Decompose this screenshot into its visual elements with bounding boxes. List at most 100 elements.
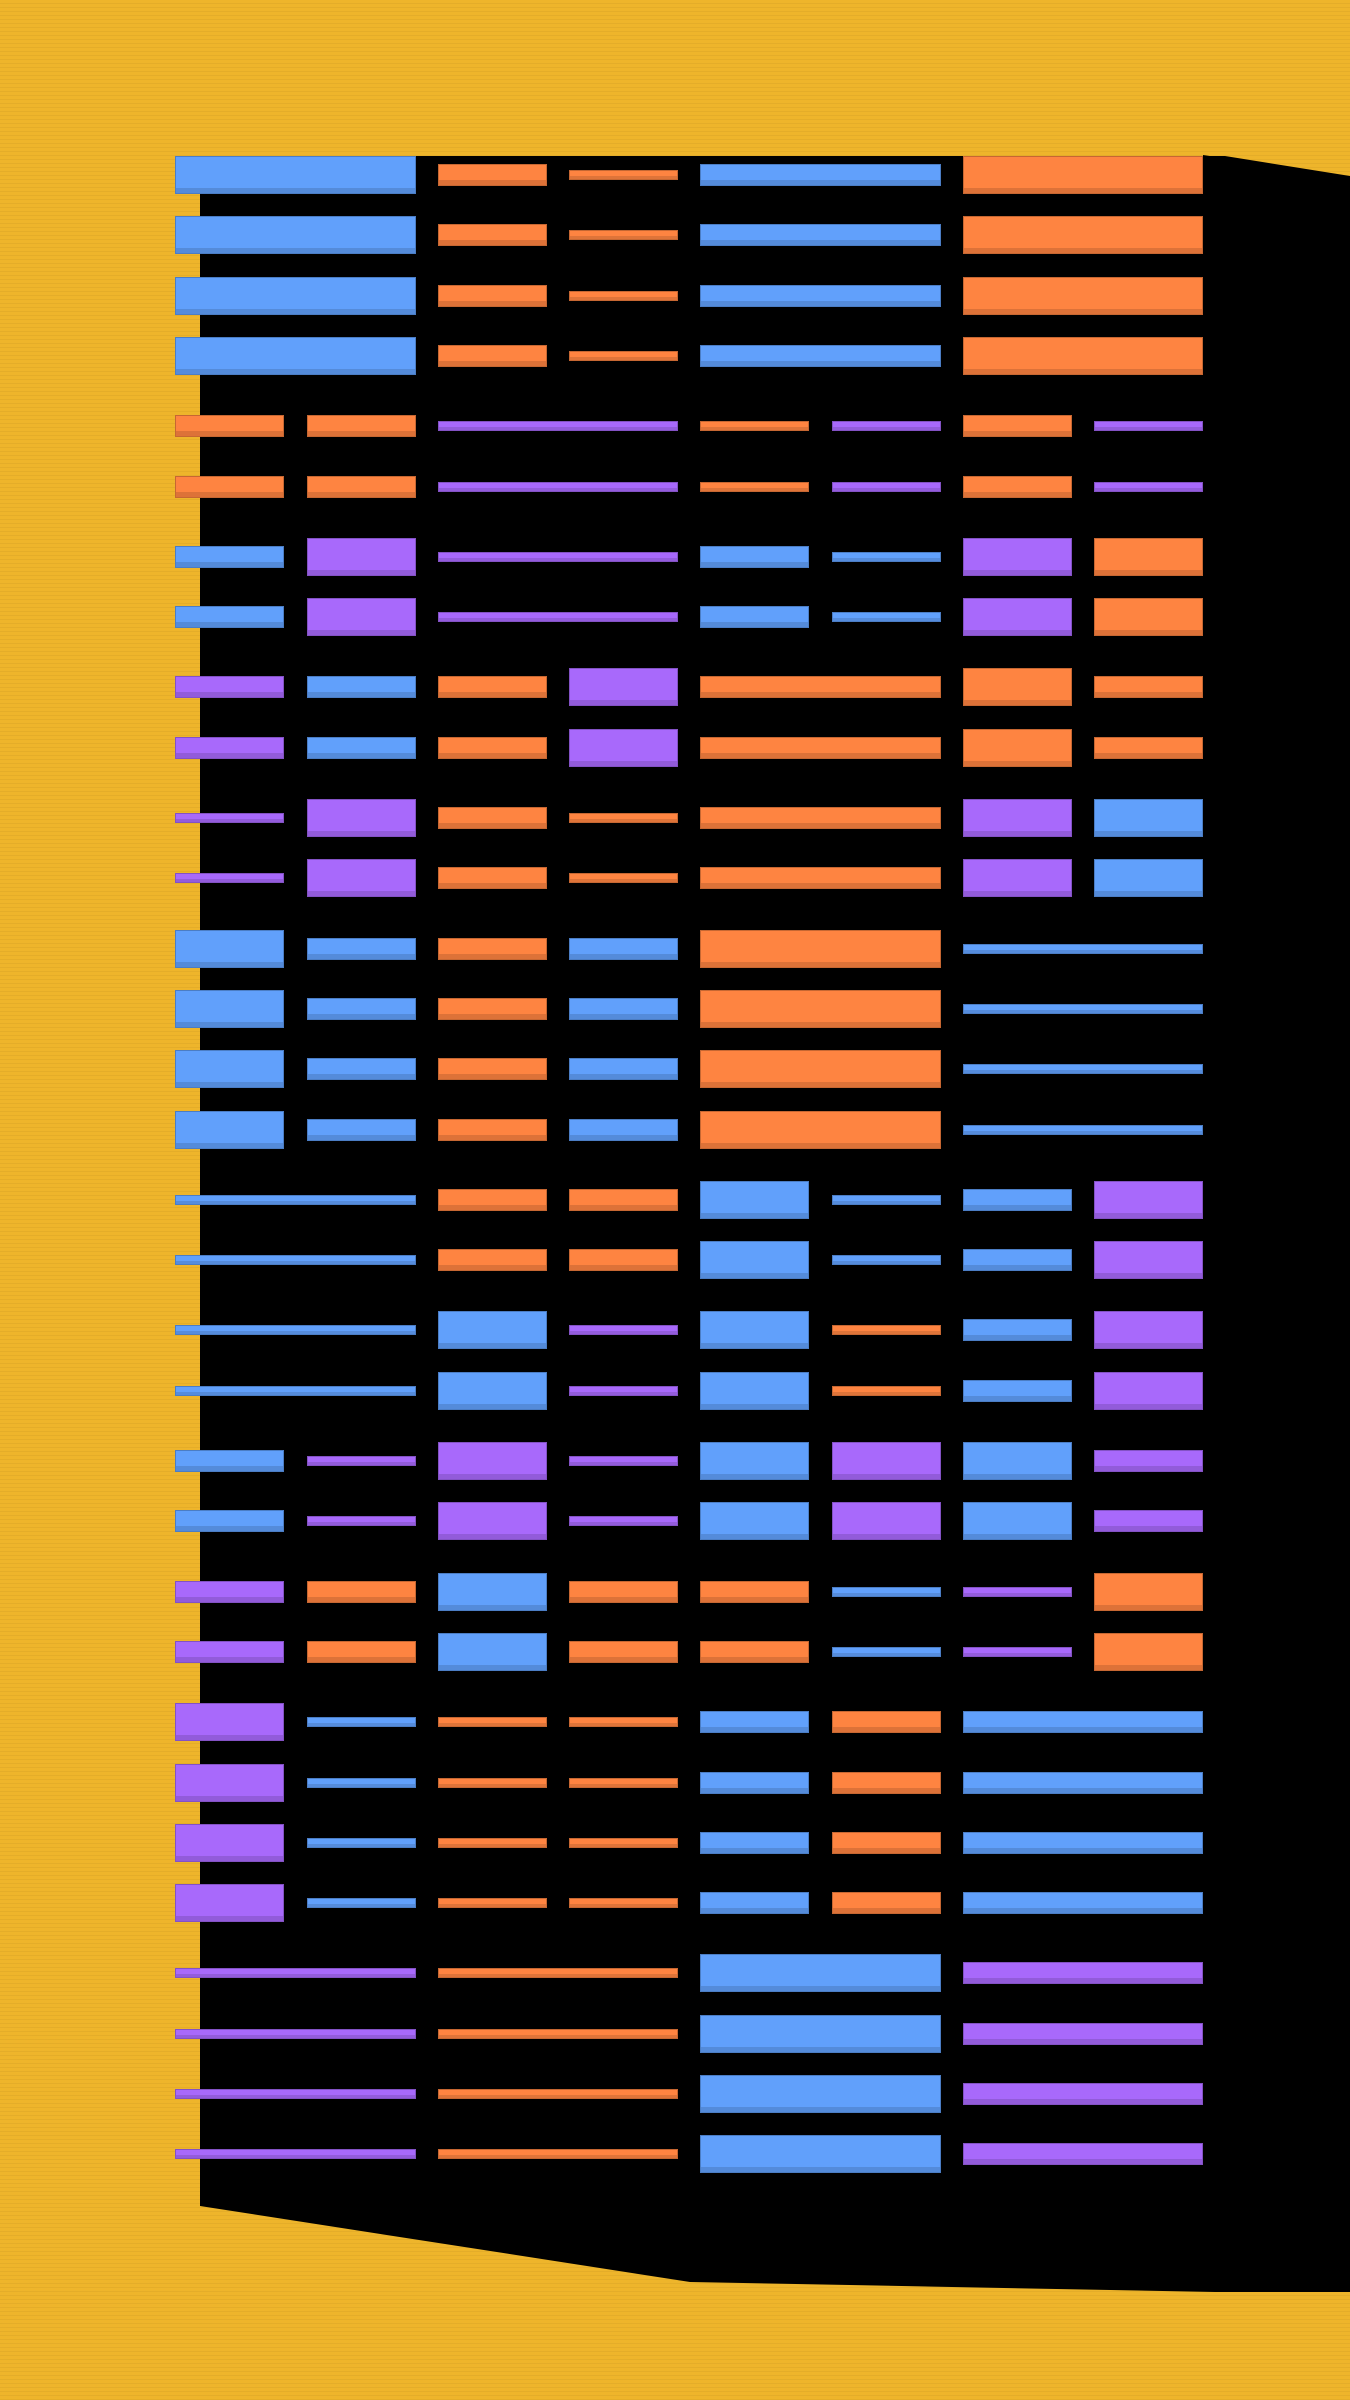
orange-bar-cell (569, 1249, 678, 1272)
orange-bar-cell (569, 1717, 678, 1728)
purple-bar-cell (1094, 1180, 1203, 1219)
orange-bar-cell (832, 1771, 941, 1794)
purple-bar-cell (569, 1325, 678, 1336)
blue-bar-cell (700, 545, 809, 568)
blue-bar-cell (700, 1311, 809, 1350)
blue-bar-cell (175, 216, 416, 255)
orange-bar-cell (438, 997, 547, 1020)
blue-bar-cell (175, 929, 284, 968)
orange-bar-cell (438, 1717, 547, 1728)
blue-bar-cell (175, 1450, 284, 1472)
blue-bar-cell (700, 1892, 809, 1915)
orange-bar-cell (438, 1898, 547, 1909)
blue-bar-cell (832, 551, 941, 562)
purple-bar-cell (438, 1502, 547, 1541)
purple-bar-cell (307, 859, 416, 898)
blue-bar-cell (438, 1572, 547, 1611)
blue-bar-cell (832, 1194, 941, 1205)
purple-bar-cell (307, 537, 416, 576)
purple-bar-cell (438, 1442, 547, 1480)
orange-bar-cell (1094, 598, 1203, 637)
blue-bar-cell (175, 1194, 416, 1205)
orange-bar-cell (307, 1580, 416, 1603)
blue-bar-cell (700, 224, 941, 247)
orange-bar-cell (963, 475, 1072, 498)
purple-bar-cell (175, 1968, 416, 1979)
orange-bar-cell (438, 344, 547, 367)
blue-bar-cell (307, 1837, 416, 1848)
orange-bar-cell (1094, 1632, 1203, 1671)
blue-bar-cell (700, 2014, 941, 2053)
orange-bar-cell (438, 1118, 547, 1141)
diagonal-shadow-streak (200, 1917, 560, 1984)
blue-bar-cell (175, 1510, 284, 1533)
orange-bar-cell (569, 1898, 678, 1909)
orange-bar-cell (700, 736, 941, 759)
purple-bar-cell (175, 2089, 416, 2099)
orange-bar-cell (832, 1892, 941, 1915)
right-shadow-spill (1203, 1702, 1350, 1958)
blue-bar-cell (963, 1711, 1203, 1734)
right-shadow-spill (1203, 536, 1350, 672)
right-shadow-spill (1203, 928, 1350, 1184)
purple-bar-cell (832, 481, 941, 492)
blue-bar-cell (963, 1319, 1072, 1342)
purple-bar-cell (175, 2149, 416, 2160)
blue-bar-cell (700, 344, 941, 367)
purple-bar-cell (175, 813, 284, 823)
orange-bar-cell (963, 336, 1203, 375)
blue-bar-cell (438, 1632, 547, 1671)
purple-bar-cell (175, 1640, 284, 1663)
right-shadow-spill (1203, 1310, 1350, 1445)
orange-bar-cell (438, 224, 547, 247)
orange-bar-cell (438, 867, 547, 890)
orange-bar-cell (175, 475, 284, 498)
orange-bar-cell (569, 1188, 678, 1211)
blue-bar-cell (963, 1003, 1203, 1014)
orange-bar-cell (700, 1580, 809, 1603)
purple-bar-cell (832, 1442, 941, 1480)
blue-bar-cell (832, 1255, 941, 1266)
purple-bar-cell (1094, 1450, 1203, 1472)
orange-bar-cell (569, 350, 678, 361)
blue-bar-cell (175, 606, 284, 629)
blue-bar-cell (307, 1058, 416, 1081)
orange-bar-cell (963, 668, 1072, 707)
orange-bar-cell (963, 156, 1203, 194)
purple-bar-cell (438, 551, 678, 562)
blue-bar-cell (175, 276, 416, 315)
orange-bar-cell (1094, 1572, 1203, 1611)
blue-bar-cell (963, 1831, 1203, 1854)
purple-bar-cell (832, 421, 941, 432)
blue-bar-cell (307, 937, 416, 960)
orange-bar-cell (569, 290, 678, 301)
orange-bar-cell (438, 2089, 678, 2099)
purple-bar-cell (963, 598, 1072, 637)
orange-bar-cell (1094, 676, 1203, 699)
blue-bar-cell (963, 1771, 1203, 1794)
orange-bar-cell (438, 1058, 547, 1081)
orange-bar-cell (569, 1640, 678, 1663)
right-shadow-spill (1203, 798, 1350, 933)
blue-bar-cell (700, 1831, 809, 1854)
orange-bar-cell (700, 929, 941, 968)
orange-bar-cell (438, 1968, 678, 1979)
orange-bar-cell (832, 1831, 941, 1854)
blue-bar-cell (700, 1442, 809, 1480)
purple-bar-cell (175, 1884, 284, 1923)
blue-bar-cell (175, 1050, 284, 1089)
orange-bar-cell (700, 676, 941, 699)
blue-bar-cell (1094, 799, 1203, 837)
blue-bar-cell (700, 1241, 809, 1280)
orange-bar-cell (963, 276, 1203, 315)
purple-bar-cell (307, 1516, 416, 1527)
purple-bar-cell (175, 873, 284, 884)
orange-bar-cell (569, 170, 678, 180)
blue-bar-cell (307, 997, 416, 1020)
blue-bar-cell (1094, 859, 1203, 898)
blue-bar-cell (569, 997, 678, 1020)
orange-bar-cell (438, 807, 547, 829)
blue-bar-cell (832, 1646, 941, 1657)
blue-bar-cell (963, 1379, 1072, 1402)
purple-bar-cell (963, 537, 1072, 576)
